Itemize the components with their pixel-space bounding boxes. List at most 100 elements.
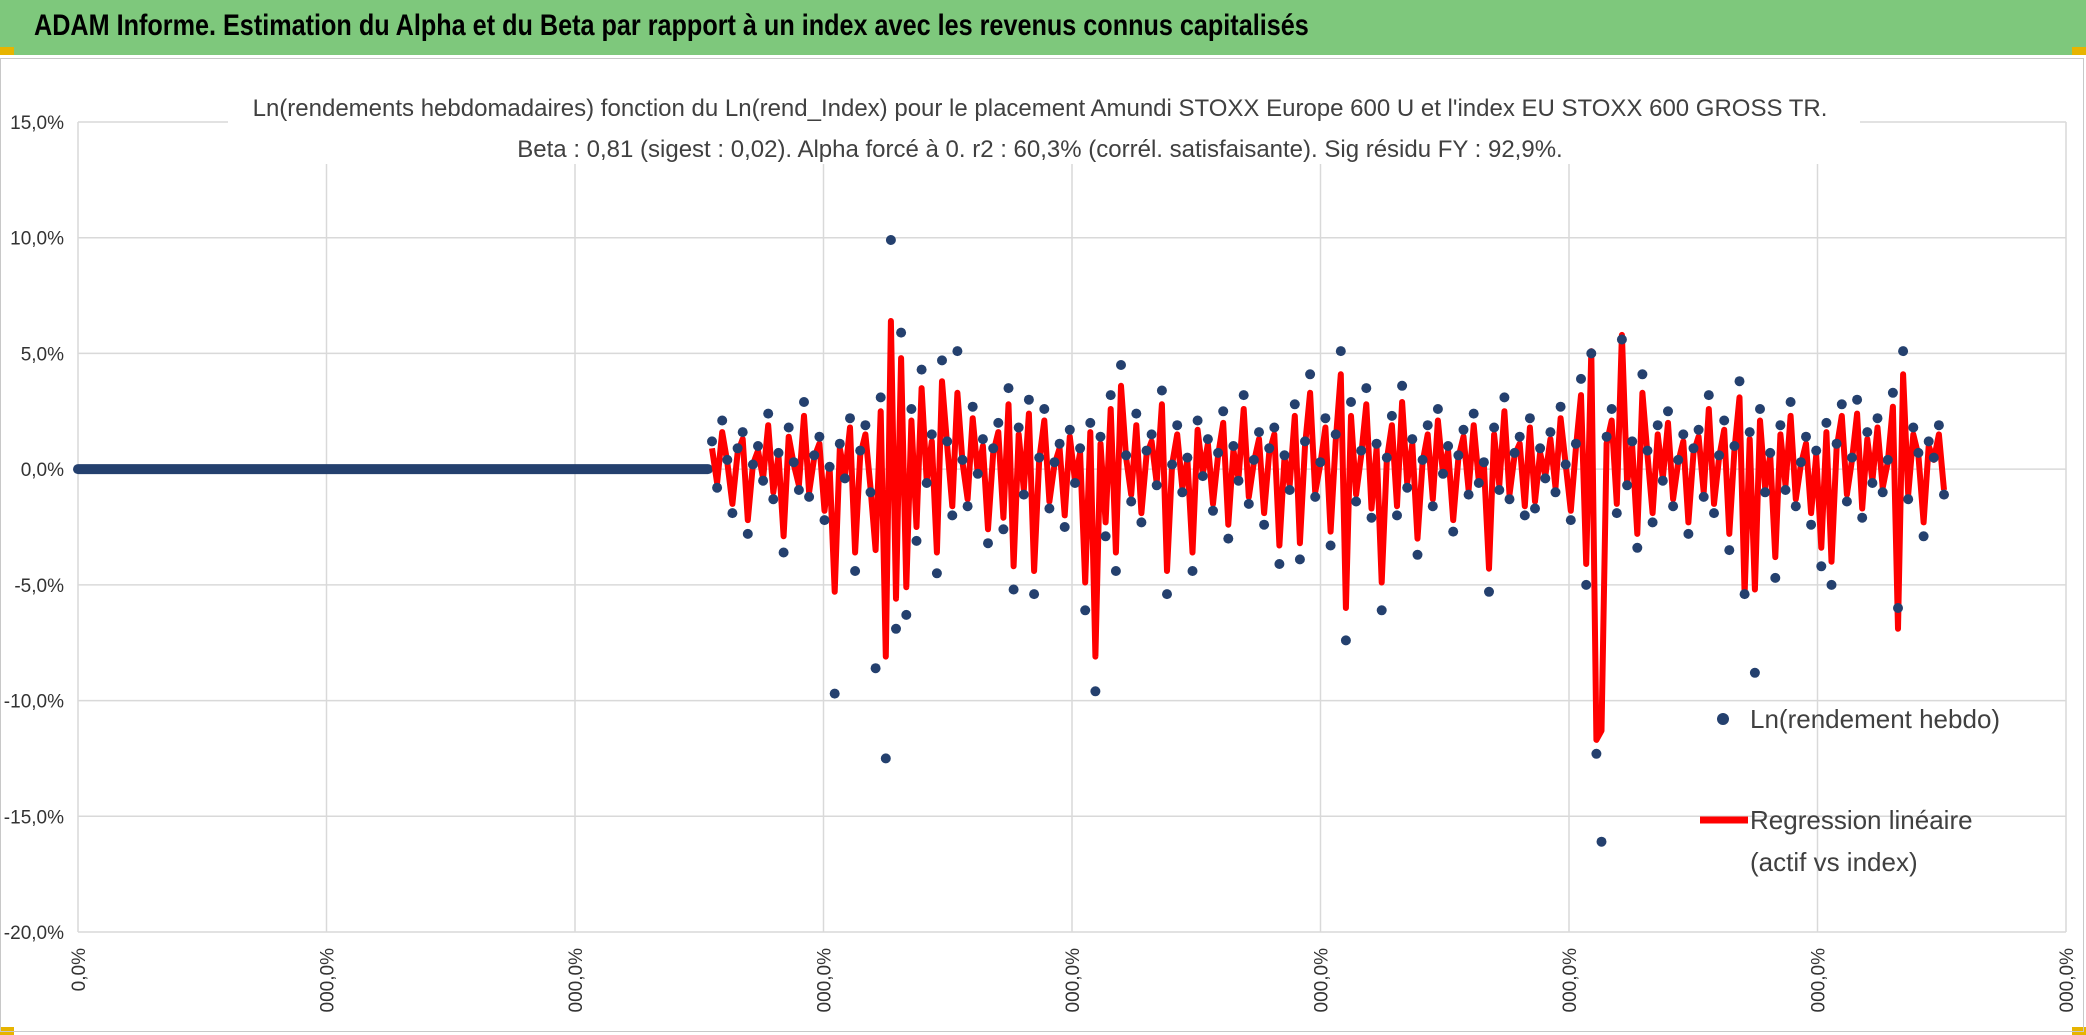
data-point <box>1208 505 1218 516</box>
legend-marker-points <box>1717 713 1729 725</box>
data-point <box>1627 436 1638 447</box>
data-point <box>1867 478 1878 488</box>
data-point <box>988 443 999 454</box>
data-point <box>1642 445 1653 456</box>
data-point <box>1499 392 1510 403</box>
data-point <box>1790 501 1801 512</box>
legend-label-line-2: (actif vs index) <box>1750 847 1918 877</box>
data-point <box>1616 334 1627 345</box>
chart-subtitle: Beta : 0,81 (sigest : 0,02). Alpha forcé… <box>517 136 1562 163</box>
data-point <box>804 491 815 502</box>
data-point <box>1008 584 1019 595</box>
data-point <box>773 447 784 458</box>
data-point <box>967 401 978 412</box>
data-point <box>1509 447 1520 458</box>
data-point <box>952 346 963 357</box>
data-point <box>1361 383 1372 394</box>
data-point <box>1821 417 1832 428</box>
data-point <box>1514 431 1525 442</box>
regression-line <box>709 318 1947 743</box>
data-point <box>855 445 866 456</box>
data-point <box>1611 508 1622 519</box>
data-point <box>1847 452 1857 463</box>
data-point <box>1586 348 1597 359</box>
data-point <box>865 487 876 498</box>
data-point <box>1284 485 1295 495</box>
data-point <box>1320 413 1331 424</box>
data-point <box>1085 417 1096 428</box>
data-point <box>1412 549 1423 560</box>
data-point <box>1443 441 1454 451</box>
corner-marker-right <box>2072 47 2086 55</box>
data-point <box>1831 438 1842 449</box>
data-point <box>722 454 733 465</box>
data-point <box>1841 496 1852 507</box>
y-axis-ticks: 15,0% 10,0% 5,0% 0,0% -5,0% -10,0% -15,0% -20,0… <box>4 113 64 944</box>
data-point <box>1913 447 1924 458</box>
data-point <box>1632 542 1643 553</box>
data-point <box>1105 390 1116 401</box>
x-axis-ticks: 0,0% 000,0% 000,0% 000,0% 000,0% 000,0% 000,0%… <box>69 948 2078 1013</box>
data-point <box>839 473 850 484</box>
chart-title-background <box>228 92 1860 164</box>
points-layer <box>707 235 1949 847</box>
data-point <box>1346 397 1356 407</box>
y-tick-label: -5,0% <box>14 576 64 597</box>
data-point <box>1519 510 1530 521</box>
data-point <box>1013 422 1024 433</box>
data-point <box>1146 429 1157 440</box>
data-point <box>1141 445 1152 456</box>
data-point <box>1652 420 1663 431</box>
data-point <box>1478 457 1489 468</box>
data-point <box>1606 404 1617 414</box>
data-point <box>1555 401 1566 412</box>
data-point <box>1366 512 1377 523</box>
data-point <box>998 524 1009 535</box>
data-point <box>1489 422 1500 433</box>
data-point <box>1402 482 1413 493</box>
data-point <box>1427 501 1438 512</box>
data-point <box>1044 503 1055 514</box>
data-point <box>1678 429 1689 440</box>
data-point <box>1540 473 1551 484</box>
data-point <box>1795 457 1806 468</box>
data-point <box>1407 434 1418 445</box>
data-point <box>1647 517 1658 528</box>
data-point <box>1729 441 1740 451</box>
data-point <box>977 434 988 445</box>
data-point <box>753 441 763 451</box>
data-point <box>1688 443 1699 454</box>
data-point <box>1131 408 1142 419</box>
data-point <box>788 457 799 468</box>
data-point <box>891 623 901 634</box>
x-tick-label: 000,0% <box>1063 948 1084 1013</box>
data-point <box>763 408 774 419</box>
data-point <box>1228 441 1239 451</box>
data-point <box>1330 429 1341 440</box>
data-point <box>921 478 932 488</box>
data-point <box>1857 512 1868 523</box>
data-point <box>1095 431 1106 442</box>
data-point <box>747 459 758 470</box>
data-point <box>1432 404 1443 414</box>
data-point <box>1054 438 1065 449</box>
y-tick-label: -10,0% <box>4 692 64 713</box>
data-point <box>1376 605 1387 616</box>
data-point <box>1596 836 1607 847</box>
y-tick-label: 5,0% <box>21 344 64 365</box>
data-point <box>1780 485 1791 495</box>
data-point <box>707 436 717 447</box>
data-point <box>1811 445 1822 456</box>
data-point <box>1862 427 1873 438</box>
data-point <box>972 468 983 479</box>
data-point <box>1187 566 1198 576</box>
data-point <box>1274 559 1285 569</box>
data-point <box>993 417 1004 428</box>
data-point <box>1034 452 1045 463</box>
data-point <box>947 510 958 521</box>
data-point <box>1494 485 1505 495</box>
data-point <box>1269 422 1280 433</box>
data-point <box>931 568 942 579</box>
data-point <box>906 404 917 414</box>
data-point <box>1182 452 1193 463</box>
